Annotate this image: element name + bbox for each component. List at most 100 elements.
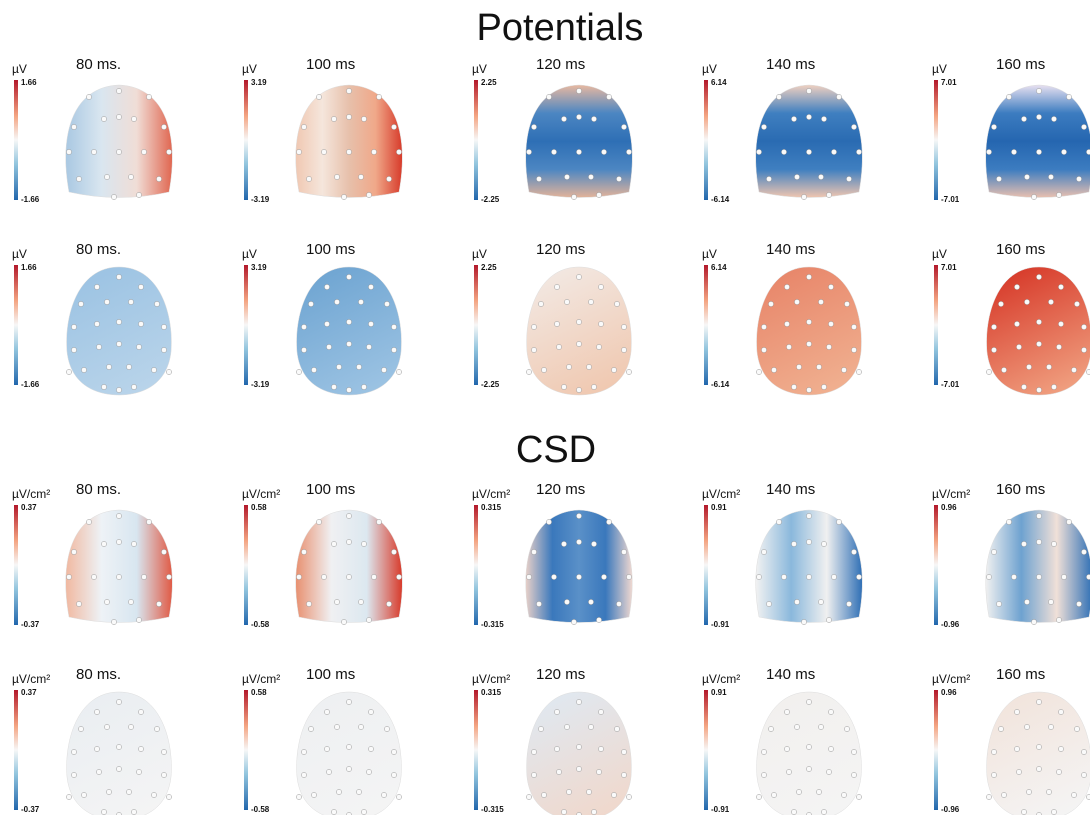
- electrode: [621, 749, 627, 755]
- electrode: [368, 321, 374, 327]
- electrode: [331, 116, 337, 122]
- electrode: [86, 519, 92, 525]
- electrode: [761, 124, 767, 130]
- unit-label: µV/cm²: [702, 672, 740, 686]
- electrode: [1026, 364, 1032, 370]
- electrode: [586, 789, 592, 795]
- electrode: [781, 574, 787, 580]
- colorbar-max: 0.58: [251, 503, 267, 512]
- electrode: [316, 519, 322, 525]
- electrode: [598, 746, 604, 752]
- electrode: [998, 301, 1004, 307]
- electrode: [991, 347, 997, 353]
- electrode: [1036, 319, 1042, 325]
- electrode: [391, 124, 397, 130]
- electrode: [816, 789, 822, 795]
- electrode: [151, 792, 157, 798]
- electrode: [771, 792, 777, 798]
- colorbar: [934, 505, 938, 625]
- electrode: [786, 344, 792, 350]
- electrode: [1001, 367, 1007, 373]
- head-surface: [296, 691, 402, 815]
- electrode: [1014, 709, 1020, 715]
- electrode: [111, 619, 117, 625]
- electrode: [146, 519, 152, 525]
- electrode: [554, 746, 560, 752]
- electrode: [301, 772, 307, 778]
- unit-label: µV: [932, 247, 947, 261]
- head-panel: µV/cm² 80 ms. 0.37 -0.37: [12, 666, 172, 815]
- electrode: [851, 347, 857, 353]
- electrode: [564, 724, 570, 730]
- head-surface: [295, 509, 403, 623]
- electrode: [556, 769, 562, 775]
- electrode: [588, 724, 594, 730]
- electrode: [794, 724, 800, 730]
- colorbar-min: -0.315: [481, 620, 504, 629]
- unit-label: µV/cm²: [932, 672, 970, 686]
- electrode: [116, 341, 122, 347]
- electrode: [126, 789, 132, 795]
- electrode: [601, 149, 607, 155]
- unit-label: µV/cm²: [12, 487, 50, 501]
- electrode: [141, 149, 147, 155]
- electrode: [334, 599, 340, 605]
- electrode: [146, 94, 152, 100]
- unit-label: µV: [242, 62, 257, 76]
- electrode: [346, 114, 352, 120]
- electrode: [346, 539, 352, 545]
- electrode: [806, 539, 812, 545]
- electrode: [554, 709, 560, 715]
- electrode: [531, 749, 537, 755]
- electrode: [806, 387, 812, 393]
- electrode: [1014, 284, 1020, 290]
- electrode: [576, 274, 582, 280]
- electrode: [1048, 599, 1054, 605]
- electrode: [621, 124, 627, 130]
- electrode: [784, 709, 790, 715]
- head-panel: µV/cm² 120 ms 0.315 -0.315: [472, 481, 633, 629]
- electrode: [296, 369, 302, 375]
- electrode: [806, 699, 812, 705]
- electrode: [396, 149, 402, 155]
- electrode: [106, 364, 112, 370]
- electrode: [606, 94, 612, 100]
- electrode: [791, 809, 797, 815]
- electrode: [1026, 789, 1032, 795]
- electrode: [138, 709, 144, 715]
- electrode: [526, 149, 532, 155]
- electrode: [801, 194, 807, 200]
- electrode: [576, 149, 582, 155]
- electrode: [161, 124, 167, 130]
- electrode: [761, 347, 767, 353]
- electrode: [138, 321, 144, 327]
- electrode: [588, 174, 594, 180]
- electrode: [601, 574, 607, 580]
- electrode: [1036, 341, 1042, 347]
- time-label: 100 ms: [306, 666, 355, 683]
- electrode: [794, 174, 800, 180]
- electrode: [76, 176, 82, 182]
- electrode: [794, 599, 800, 605]
- unit-label: µV: [242, 247, 257, 261]
- electrode: [616, 601, 622, 607]
- electrode: [576, 699, 582, 705]
- electrode: [576, 513, 582, 519]
- electrode: [806, 574, 812, 580]
- electrode: [161, 347, 167, 353]
- electrode: [531, 124, 537, 130]
- electrode: [1071, 792, 1077, 798]
- colorbar: [14, 505, 18, 625]
- electrode: [136, 192, 142, 198]
- electrode: [756, 149, 762, 155]
- electrode: [821, 384, 827, 390]
- electrode: [786, 769, 792, 775]
- time-label: 160 ms: [996, 666, 1045, 683]
- electrode: [591, 809, 597, 815]
- time-label: 80 ms.: [76, 241, 121, 258]
- electrode: [341, 194, 347, 200]
- electrode: [66, 369, 72, 375]
- time-label: 140 ms: [766, 666, 815, 683]
- electrode: [761, 549, 767, 555]
- electrode: [986, 369, 992, 375]
